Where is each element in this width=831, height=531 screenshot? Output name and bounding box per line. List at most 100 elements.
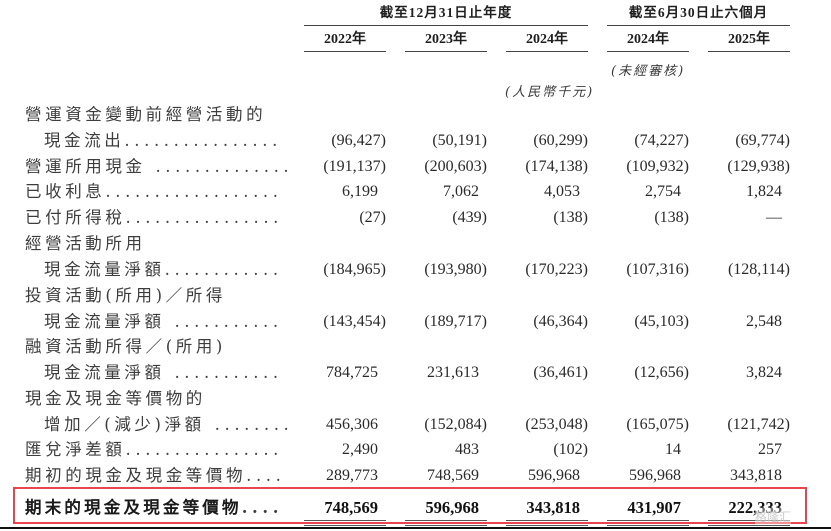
cell-2022: (27)	[359, 209, 386, 226]
double-underline	[708, 520, 790, 526]
cell-2022: (96,427)	[331, 132, 386, 149]
cell-2022: (184,965)	[323, 261, 386, 278]
cell-2025-h1: (121,742)	[727, 416, 790, 433]
cell-2023: (439)	[452, 209, 487, 226]
cell-2025-h1: —	[766, 209, 782, 226]
row-label: 增加／(減少)淨額 ........	[44, 415, 294, 434]
bottom-rule	[0, 527, 831, 529]
table-row: 現金及現金等價物的	[0, 386, 831, 411]
table-row: 匯兌淨差額................ 2,490 483 (102) 14…	[0, 437, 831, 462]
table-row: 投資活動(所用)／所得	[0, 283, 831, 308]
cell-2022: 2,490	[342, 441, 378, 458]
cell-2025-h1: (129,938)	[727, 158, 790, 175]
cell-2024-fy: (102)	[553, 441, 588, 458]
cell-2023: 7,062	[443, 183, 479, 200]
table-row: 期初的現金及現金等價物.... 289,773 748,569 596,968 …	[0, 463, 831, 488]
column-header-2025-h1: 2025年	[708, 30, 790, 52]
cell-2022: (191,137)	[323, 158, 386, 175]
cell-2024-h1: 596,968	[629, 467, 681, 484]
cell-2023: (193,980)	[424, 261, 487, 278]
row-label: 融資活動所得／(所用)	[25, 337, 226, 356]
cell-2025-h1: 3,824	[746, 364, 782, 381]
cell-2024-h1: (165,075)	[626, 416, 689, 433]
cell-2022: (143,454)	[323, 313, 386, 330]
cell-2024-fy: (60,299)	[533, 132, 588, 149]
column-group-six-months: 截至6月30日止六個月	[607, 3, 790, 26]
cell-2022: 456,306	[326, 416, 378, 433]
row-label: 投資活動(所用)／所得	[25, 286, 226, 305]
row-label: 現金流出................	[44, 131, 282, 150]
cell-2024-fy: (253,048)	[525, 416, 588, 433]
cell-2024-h1: 14	[665, 441, 681, 458]
table-row: 經營活動所用	[0, 231, 831, 256]
cell-2024-fy: 4,053	[544, 183, 580, 200]
cell-2022: 289,773	[326, 467, 378, 484]
table-row: 融資活動所得／(所用)	[0, 334, 831, 359]
cell-2025-h1: (69,774)	[735, 132, 790, 149]
cell-2024-fy: 596,968	[528, 467, 580, 484]
cell-2023: 231,613	[427, 364, 479, 381]
table-row: 增加／(減少)淨額 ........ 456,306 (152,084) (25…	[0, 412, 831, 437]
column-header-2024-h1: 2024年	[607, 30, 689, 52]
table-row: 營運所用現金 .............. (191,137) (200,603…	[0, 154, 831, 179]
cell-2024-fy: (174,138)	[525, 158, 588, 175]
cell-2022: 784,725	[326, 364, 378, 381]
row-label: 已付所得稅................	[25, 208, 284, 227]
cell-2024-fy: (46,364)	[533, 313, 588, 330]
currency-note: (人民幣千元)	[505, 85, 595, 100]
cell-2023: (152,084)	[424, 416, 487, 433]
cell-2023: 596,968	[425, 498, 479, 517]
table-row: 已付所得稅................ (27) (439) (138) (…	[0, 205, 831, 230]
cell-2023: (200,603)	[424, 158, 487, 175]
row-label: 匯兌淨差額................	[25, 440, 284, 459]
cell-2024-h1: (12,656)	[634, 364, 689, 381]
cell-2024-fy: (170,223)	[525, 261, 588, 278]
highlight-box	[13, 487, 807, 524]
cell-2023: (189,717)	[424, 313, 487, 330]
cell-2025-h1: 2,548	[746, 313, 782, 330]
row-label: 現金流量淨額 ...........	[44, 363, 283, 382]
cell-2024-h1: (109,932)	[626, 158, 689, 175]
cell-2024-h1: (138)	[654, 209, 689, 226]
cell-2025-h1: 222,333	[728, 498, 782, 517]
cell-2024-fy: (36,461)	[533, 364, 588, 381]
double-underline	[607, 520, 689, 526]
cell-2024-h1: (74,227)	[634, 132, 689, 149]
cell-2022: 6,199	[342, 183, 378, 200]
cell-2025-h1: (128,114)	[727, 261, 790, 278]
watermark: 格隆汇	[755, 508, 792, 525]
cell-2024-h1: 2,754	[645, 183, 681, 200]
double-underline	[405, 520, 487, 526]
row-label: 已收利息..................	[25, 182, 283, 201]
row-label: 現金流量淨額 ...........	[44, 312, 283, 331]
row-label: 現金流量淨額............	[44, 260, 283, 279]
row-label: 營運所用現金 ..............	[25, 157, 294, 176]
row-label: 營運資金變動前經營活動的	[25, 105, 267, 124]
cell-2022: 748,569	[324, 498, 378, 517]
total-row: 期末的現金及現金等價物.... 748,569 596,968 343,818 …	[0, 495, 831, 520]
column-group-fiscal-year: 截至12月31日止年度	[304, 3, 588, 26]
cell-2023: 483	[455, 441, 479, 458]
cell-2024-h1: (107,316)	[626, 261, 689, 278]
cell-2025-h1: 1,824	[746, 183, 782, 200]
row-label: 期末的現金及現金等價物....	[25, 498, 284, 517]
column-header-2022: 2022年	[304, 30, 386, 52]
cell-2024-fy: (138)	[553, 209, 588, 226]
cell-2025-h1: 257	[758, 441, 782, 458]
row-label: 經營活動所用	[25, 234, 146, 253]
cell-2024-fy: 343,818	[526, 498, 580, 517]
table-row: 現金流出................ (96,427) (50,191) (…	[0, 128, 831, 153]
row-label: 期初的現金及現金等價物....	[25, 466, 286, 485]
cell-2023: 748,569	[427, 467, 479, 484]
double-underline	[506, 520, 588, 526]
table-row: 已收利息.................. 6,199 7,062 4,053…	[0, 179, 831, 204]
table-row: 現金流量淨額 ........... (143,454) (189,717) (…	[0, 309, 831, 334]
table-row: 現金流量淨額............ (184,965) (193,980) (…	[0, 257, 831, 282]
cell-2023: (50,191)	[432, 132, 487, 149]
double-underline	[304, 520, 386, 526]
table-row: 現金流量淨額 ........... 784,725 231,613 (36,4…	[0, 360, 831, 385]
cell-2024-h1: (45,103)	[634, 313, 689, 330]
row-label: 現金及現金等價物的	[25, 389, 206, 408]
column-header-2023: 2023年	[405, 30, 487, 52]
table-row: 營運資金變動前經營活動的	[0, 102, 831, 127]
